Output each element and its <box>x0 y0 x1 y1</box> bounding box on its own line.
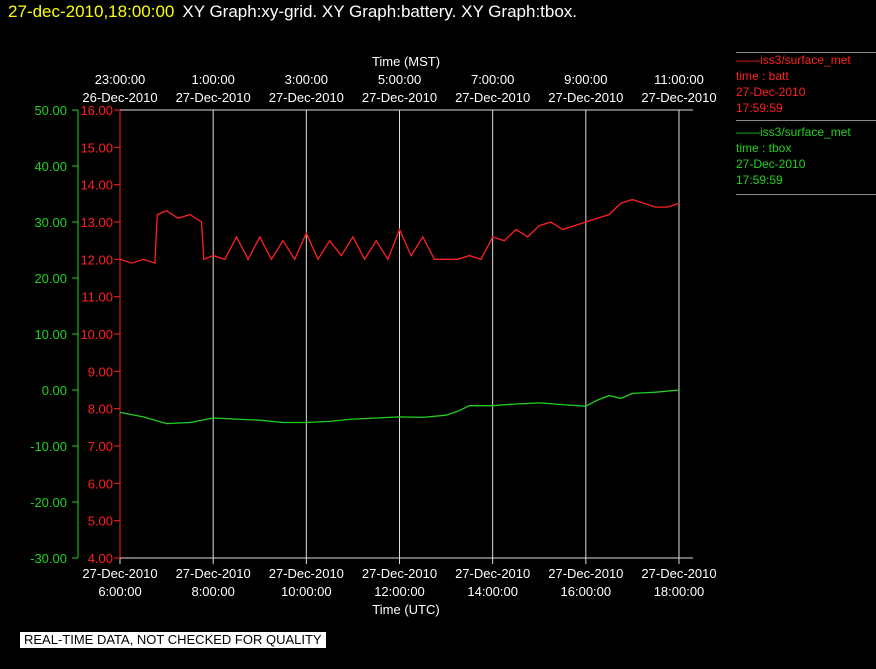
bottom-tick-time: 18:00:00 <box>654 584 705 599</box>
top-tick-time: 11:00:00 <box>654 72 704 87</box>
batt-tick-label: 5.00 <box>88 514 113 529</box>
grid-layer <box>120 109 693 558</box>
batt-tick-label: 12.00 <box>80 252 113 267</box>
batt-tick-label: 11.00 <box>81 290 113 305</box>
legend-batt-date: 27-Dec-2010 <box>736 85 806 99</box>
series-layer <box>119 198 680 425</box>
tbox-tick-label: 20.00 <box>34 271 67 286</box>
top-tick-time: 7:00:00 <box>471 72 514 87</box>
top-tick-date: 27-Dec-2010 <box>176 90 251 105</box>
batt-tick-label: 4.00 <box>88 551 113 566</box>
batt-tick-label: 9.00 <box>88 364 113 379</box>
top-tick-time: 3:00:00 <box>285 72 328 87</box>
header-datetime: 27-dec-2010,18:00:00 <box>8 2 175 21</box>
tbox-tick-label: 50.00 <box>34 103 67 118</box>
bottom-tick-time: 14:00:00 <box>467 584 518 599</box>
top-tick-date: 26-Dec-2010 <box>82 90 157 105</box>
quality-disclaimer: REAL-TIME DATA, NOT CHECKED FOR QUALITY <box>20 632 326 648</box>
bottom-tick-date: 27-Dec-2010 <box>269 566 344 581</box>
bottom-tick-time: 6:00:00 <box>98 584 141 599</box>
axis-layer: 27-Dec-2010 6:00:00 27-Dec-2010 8:00:00 27-D… <box>30 72 716 599</box>
top-tick-date: 27-Dec-2010 <box>455 90 530 105</box>
tbox-tick-label: -10.00 <box>30 439 67 454</box>
top-tick-date: 27-Dec-2010 <box>362 90 437 105</box>
batt-tick-label: 7.00 <box>88 439 113 454</box>
legend-tbox-date: 27-Dec-2010 <box>736 157 806 171</box>
tbox-tick-label: 0.00 <box>42 383 67 398</box>
top-axis-label: Time (MST) <box>372 54 440 69</box>
batt-tick-label: 6.00 <box>88 476 113 491</box>
window-header: 27-dec-2010,18:00:00 XY Graph:xy-grid. XY… <box>8 2 577 22</box>
bottom-tick-date: 27-Dec-2010 <box>641 566 716 581</box>
top-tick-date: 27-Dec-2010 <box>641 90 716 105</box>
legend-batt-time: 17:59:59 <box>736 101 783 115</box>
top-tick-time: 5:00:00 <box>378 72 421 87</box>
top-tick-date: 27-Dec-2010 <box>548 90 623 105</box>
batt-tick-label: 10.00 <box>80 327 113 342</box>
legend-batt-variable: time : batt <box>736 69 789 83</box>
top-tick-time: 23:00:00 <box>95 72 146 87</box>
bottom-tick-time: 16:00:00 <box>561 584 612 599</box>
tbox-tick-label: 40.00 <box>34 159 67 174</box>
bottom-tick-date: 27-Dec-2010 <box>455 566 530 581</box>
batt-tick-label: 13.00 <box>80 215 113 230</box>
legend-batt-name: ——iss3/surface_met <box>736 53 851 67</box>
tbox-tick-label: -30.00 <box>30 551 67 566</box>
bottom-tick-time: 8:00:00 <box>191 584 234 599</box>
top-tick-date: 27-Dec-2010 <box>269 90 344 105</box>
tbox-tick-label: 30.00 <box>34 215 67 230</box>
batt-series-line <box>119 198 680 264</box>
tbox-tick-label: -20.00 <box>30 495 67 510</box>
legend-tbox: ——iss3/surface_met time : tbox 27-Dec-20… <box>736 124 876 195</box>
legend-tbox-variable: time : tbox <box>736 141 792 155</box>
batt-tick-label: 16.00 <box>80 103 113 118</box>
batt-tick-label: 8.00 <box>88 402 113 417</box>
tbox-tick-label: 10.00 <box>34 327 67 342</box>
header-graph-list: XY Graph:xy-grid. XY Graph:battery. XY G… <box>182 2 578 21</box>
top-tick-time: 9:00:00 <box>564 72 607 87</box>
bottom-tick-date: 27-Dec-2010 <box>548 566 623 581</box>
bottom-tick-date: 27-Dec-2010 <box>176 566 251 581</box>
legend-tbox-time: 17:59:59 <box>736 173 783 187</box>
tbox-series-line <box>119 389 680 425</box>
bottom-tick-time: 10:00:00 <box>281 584 332 599</box>
legend-batt: ——iss3/surface_met time : batt 27-Dec-20… <box>736 52 876 121</box>
batt-tick-label: 15.00 <box>80 140 113 155</box>
legend-tbox-name: ——iss3/surface_met <box>736 125 851 139</box>
bottom-tick-date: 27-Dec-2010 <box>82 566 157 581</box>
bottom-tick-time: 12:00:00 <box>374 584 425 599</box>
bottom-axis-label: Time (UTC) <box>372 602 439 617</box>
batt-tick-label: 14.00 <box>80 178 113 193</box>
top-tick-time: 1:00:00 <box>191 72 234 87</box>
bottom-tick-date: 27-Dec-2010 <box>362 566 437 581</box>
